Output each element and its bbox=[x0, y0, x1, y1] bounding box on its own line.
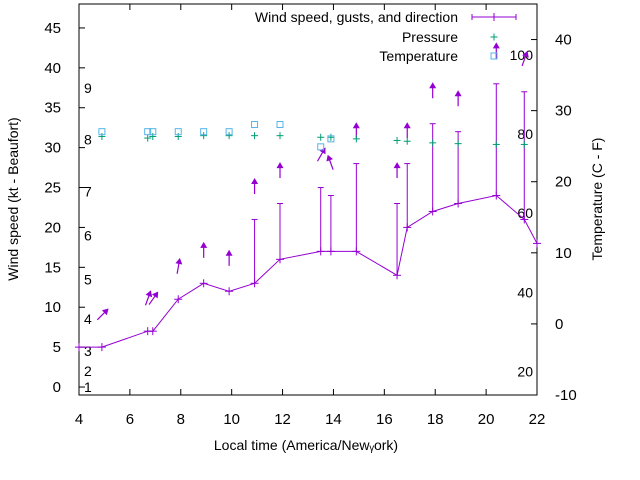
wind-direction-head bbox=[352, 122, 360, 129]
y-tick-label: 40 bbox=[44, 60, 61, 77]
x-tick-label: 22 bbox=[529, 411, 546, 428]
wind-direction-head bbox=[492, 42, 500, 49]
y2-axis-ticks: -10 0 10 20 30 40 bbox=[531, 32, 577, 404]
wind-direction-head bbox=[175, 258, 183, 265]
x-tick-label: 18 bbox=[427, 411, 444, 428]
y2-tick-label: -10 bbox=[555, 387, 577, 404]
wind-direction-head bbox=[101, 308, 109, 316]
plot-frame bbox=[78, 3, 538, 396]
temperature-point bbox=[174, 128, 182, 136]
y-tick-label: 25 bbox=[44, 180, 61, 197]
wind-direction-head bbox=[200, 241, 208, 248]
x-tick-label: 16 bbox=[376, 411, 393, 428]
wind-series bbox=[75, 42, 541, 352]
wind-direction-head bbox=[403, 122, 411, 129]
legend-label-wind: Wind speed, gusts, and direction bbox=[255, 9, 458, 25]
fahrenheit-label: 40 bbox=[517, 285, 533, 301]
pressure-series bbox=[98, 132, 528, 148]
beaufort-label: 1 bbox=[84, 379, 92, 395]
wind-direction-head bbox=[522, 50, 529, 58]
beaufort-label: 9 bbox=[84, 80, 92, 96]
y-axis-label: Wind speed (kt - Beaufort) bbox=[5, 117, 21, 280]
wind-direction-head bbox=[393, 162, 401, 169]
y2-tick-label: 0 bbox=[555, 316, 563, 333]
beaufort-label: 4 bbox=[84, 311, 92, 327]
y2-tick-label: 10 bbox=[555, 245, 572, 262]
y-tick-label: 20 bbox=[44, 219, 61, 236]
legend-sample-temperature bbox=[490, 52, 498, 60]
wind-direction-head bbox=[454, 90, 462, 97]
y2-tick-label: 40 bbox=[555, 32, 572, 49]
y-tick-label: 15 bbox=[44, 259, 61, 276]
x-tick-label: 12 bbox=[274, 411, 291, 428]
fahrenheit-label: 20 bbox=[517, 364, 533, 380]
legend-label-pressure: Pressure bbox=[402, 29, 458, 45]
temperature-point bbox=[251, 120, 259, 128]
x-tick-label: 10 bbox=[223, 411, 240, 428]
temperature-point bbox=[98, 128, 106, 136]
legend: Wind speed, gusts, and direction Pressure… bbox=[255, 9, 517, 64]
wind-direction-head bbox=[429, 82, 437, 89]
beaufort-label: 7 bbox=[84, 184, 92, 200]
temperature-point bbox=[225, 128, 233, 136]
y2-tick-label: 20 bbox=[555, 174, 572, 191]
x-axis-label: Local time (America/Newᵧork) bbox=[214, 437, 398, 453]
x-tick-label: 4 bbox=[75, 411, 83, 428]
y-tick-label: 35 bbox=[44, 100, 61, 117]
temperature-point bbox=[200, 128, 208, 136]
fahrenheit-label: 80 bbox=[517, 126, 533, 142]
beaufort-label: 8 bbox=[84, 132, 92, 148]
y-tick-label: 45 bbox=[44, 20, 61, 37]
fahrenheit-label: 100 bbox=[510, 47, 534, 63]
wind-direction-head bbox=[151, 291, 159, 299]
temperature-point bbox=[149, 128, 157, 136]
y-tick-label: 10 bbox=[44, 299, 61, 316]
y-tick-label: 5 bbox=[53, 339, 61, 356]
beaufort-label: 6 bbox=[84, 227, 92, 243]
beaufort-label: 3 bbox=[84, 343, 92, 359]
beaufort-label: 2 bbox=[84, 363, 92, 379]
temperature-point bbox=[276, 120, 284, 128]
x-axis-ticks: 4 6 8 10 12 14 16 18 20 22 bbox=[75, 4, 546, 428]
y2-axis-label: Temperature (C - F) bbox=[589, 138, 605, 261]
wind-direction-head bbox=[225, 249, 233, 256]
y-tick-label: 0 bbox=[53, 379, 61, 396]
fahrenheit-scale-labels: 20 40 60 80 100 bbox=[510, 47, 534, 379]
x-tick-label: 8 bbox=[177, 411, 185, 428]
temperature-point bbox=[327, 135, 335, 143]
x-tick-label: 6 bbox=[126, 411, 134, 428]
wind-direction-head bbox=[276, 162, 284, 169]
temperature-point bbox=[144, 128, 152, 136]
fahrenheit-label: 60 bbox=[517, 205, 533, 221]
wind-direction-head bbox=[251, 178, 259, 184]
wind-direction-head bbox=[145, 290, 153, 298]
temperature-series bbox=[98, 120, 335, 151]
beaufort-scale-labels: 12 3 4 5 6 7 8 9 bbox=[84, 80, 92, 395]
wind-direction-head bbox=[326, 154, 333, 162]
plot-border bbox=[78, 3, 538, 396]
wind-speed-line bbox=[79, 194, 538, 348]
y-tick-label: 30 bbox=[44, 140, 61, 157]
legend-label-temperature: Temperature bbox=[379, 48, 458, 64]
y-axis-ticks: 0 5 10 15 20 25 30 35 40 45 bbox=[44, 20, 85, 396]
x-tick-label: 20 bbox=[478, 411, 495, 428]
temperature-point bbox=[317, 143, 325, 151]
beaufort-label: 5 bbox=[84, 271, 92, 287]
y2-tick-label: 30 bbox=[555, 103, 572, 120]
x-tick-label: 14 bbox=[325, 411, 342, 428]
